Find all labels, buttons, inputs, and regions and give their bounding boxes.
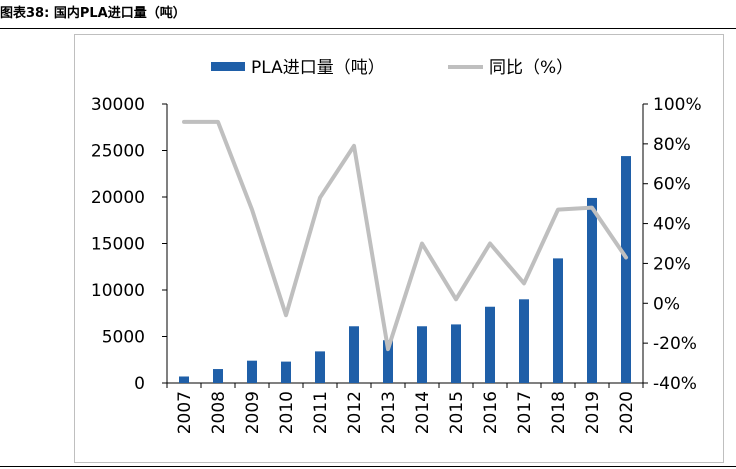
y-right-tick-label: 100% — [653, 95, 702, 115]
x-tick-label: 2017 — [515, 391, 535, 434]
bar — [315, 351, 325, 383]
legend-swatch-bar — [211, 62, 245, 71]
x-tick-label: 2020 — [617, 391, 637, 434]
y-left-tick-label: 15000 — [91, 235, 145, 255]
top-rule — [0, 28, 736, 29]
legend-label-line: 同比（%） — [489, 58, 573, 78]
y-right-tick-label: 40% — [653, 215, 691, 235]
bar — [587, 197, 597, 383]
bar — [553, 258, 563, 383]
legend: PLA进口量（吨） 同比（%） — [211, 58, 573, 78]
y-right-tick-label: 80% — [653, 135, 691, 155]
x-tick-label: 2009 — [243, 391, 263, 434]
bar — [519, 299, 529, 383]
bottom-rule — [0, 466, 736, 467]
bar — [621, 156, 631, 383]
y-left-tick-label: 0 — [134, 374, 145, 394]
line-series — [182, 119, 628, 352]
bar — [247, 360, 257, 383]
x-tick-label: 2011 — [311, 391, 331, 434]
bar — [281, 361, 291, 383]
x-tick-label: 2007 — [175, 391, 195, 434]
axes: 0 5000 10000 15000 20000 25000 30000 -40% -20% 0%… — [91, 95, 702, 434]
y-left-tick-label: 25000 — [91, 142, 145, 162]
y-right-tick-label: -20% — [653, 334, 697, 354]
x-tick-label: 2014 — [413, 391, 433, 434]
y-left-tick-label: 10000 — [91, 281, 145, 301]
x-tick-label: 2010 — [277, 391, 297, 434]
bar — [179, 376, 189, 383]
bar — [213, 369, 223, 383]
yoy-line — [182, 119, 628, 352]
bar — [451, 324, 461, 383]
y-right-tick-label: 20% — [653, 254, 691, 274]
x-tick-label: 2015 — [447, 391, 467, 434]
y-right-tick-label: 60% — [653, 175, 691, 195]
y-left-tick-label: 20000 — [91, 188, 145, 208]
x-tick-label: 2018 — [549, 391, 569, 434]
x-tick-label: 2013 — [379, 391, 399, 434]
chart-frame — [74, 34, 724, 463]
y-right-tick-label: 0% — [653, 294, 680, 314]
bar — [349, 326, 359, 383]
bar-series — [179, 156, 631, 383]
bar — [485, 306, 495, 383]
y-left-tick-label: 30000 — [91, 95, 145, 115]
y-left-tick-label: 5000 — [102, 328, 145, 348]
bar — [383, 340, 393, 383]
y-right-tick-label: -40% — [653, 374, 697, 394]
x-tick-label: 2019 — [583, 391, 603, 434]
x-tick-label: 2016 — [481, 391, 501, 434]
legend-label-bar: PLA进口量（吨） — [251, 58, 385, 78]
figure-title: 图表38: 国内PLA进口量（吨） — [0, 6, 186, 21]
x-tick-label: 2012 — [345, 391, 365, 434]
bar — [417, 326, 427, 383]
x-tick-label: 2008 — [209, 391, 229, 434]
